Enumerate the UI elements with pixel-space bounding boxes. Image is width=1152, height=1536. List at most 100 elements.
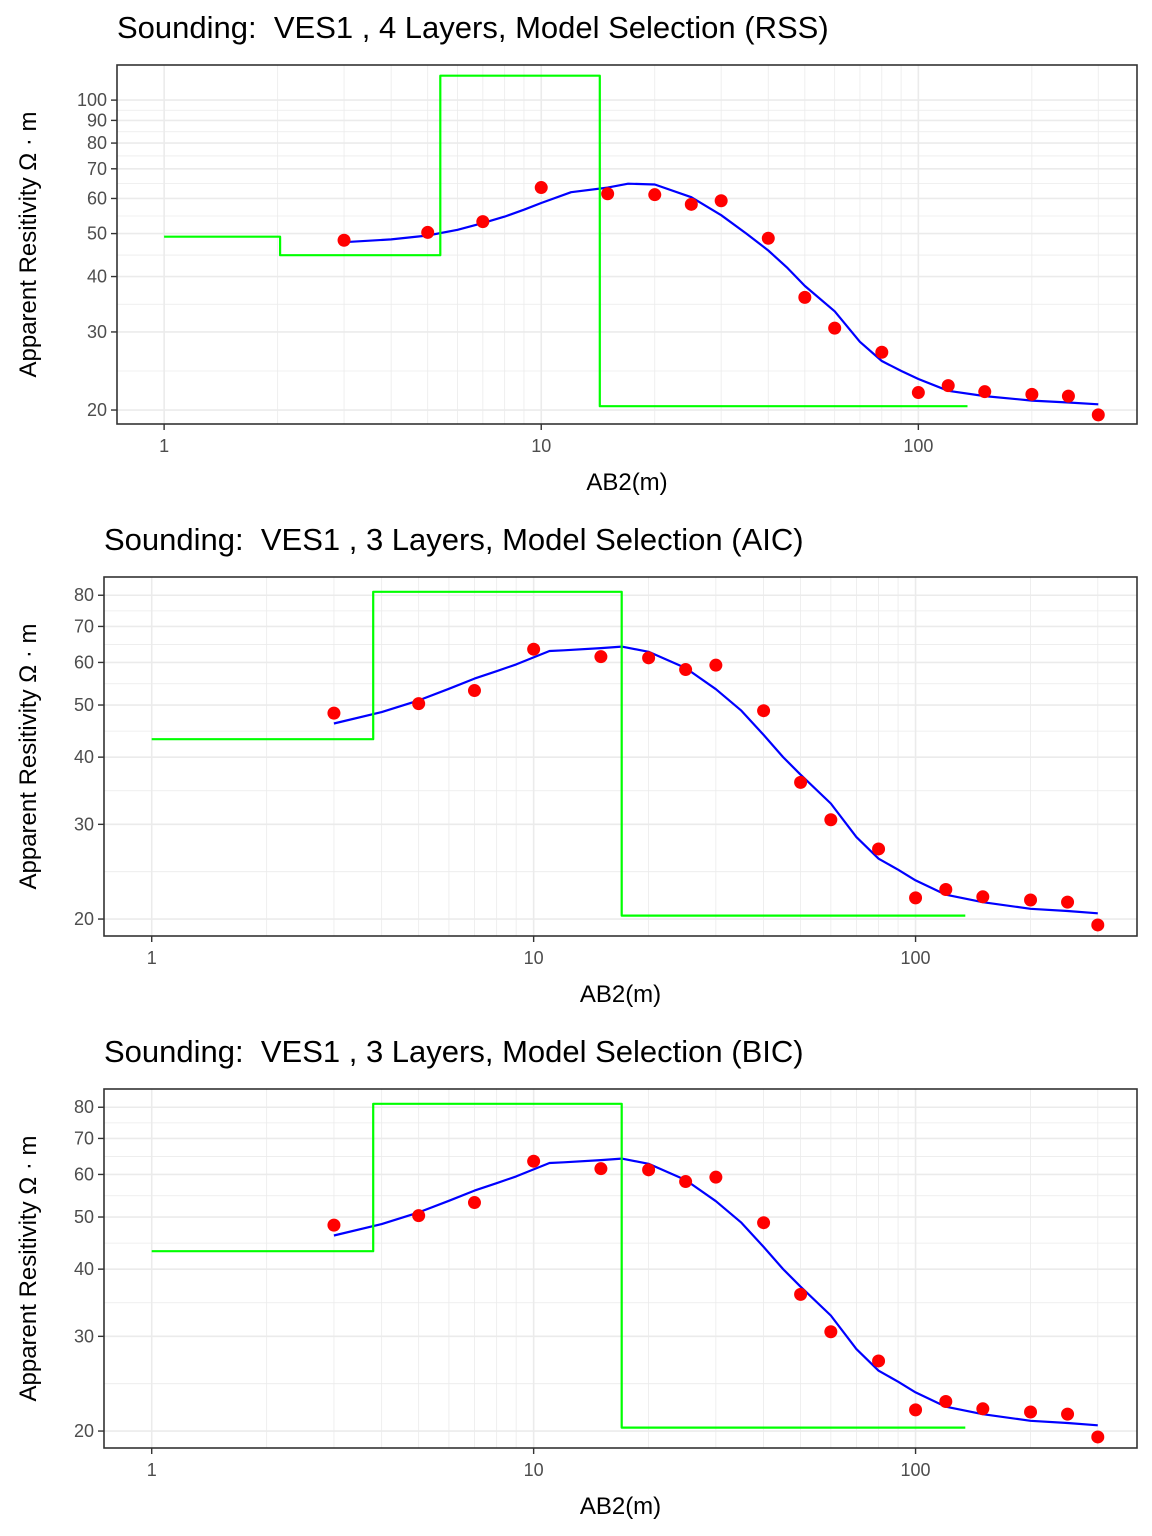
data-point bbox=[527, 642, 541, 656]
y-tick-label: 100 bbox=[77, 90, 107, 110]
data-point bbox=[872, 842, 886, 856]
y-tick-label: 60 bbox=[87, 188, 107, 208]
data-layer bbox=[151, 590, 1105, 932]
data-point bbox=[909, 891, 923, 905]
data-point bbox=[467, 684, 481, 698]
x-tick-label: 1 bbox=[147, 1460, 157, 1480]
y-tick-label: 70 bbox=[74, 1128, 94, 1148]
data-point bbox=[534, 181, 548, 195]
data-point bbox=[684, 197, 698, 211]
x-tick-label: 100 bbox=[901, 948, 931, 968]
y-tick-label: 20 bbox=[87, 400, 107, 420]
data-point bbox=[642, 1163, 656, 1177]
data-point bbox=[939, 882, 953, 896]
x-tick-label: 100 bbox=[901, 1460, 931, 1480]
data-point bbox=[527, 1154, 541, 1168]
data-point bbox=[909, 1403, 923, 1417]
panel-border bbox=[116, 64, 1138, 425]
x-tick-label: 10 bbox=[524, 948, 544, 968]
data-point bbox=[601, 187, 615, 201]
data-point bbox=[976, 890, 990, 904]
x-tick-label: 100 bbox=[903, 436, 933, 456]
chart-panel-aic: Sounding: VES1 , 3 Layers, Model Selecti… bbox=[0, 512, 1152, 1024]
y-tick-label: 70 bbox=[74, 616, 94, 636]
data-point bbox=[412, 1209, 426, 1223]
chart-title: Sounding: VES1 , 3 Layers, Model Selecti… bbox=[104, 522, 804, 557]
chart-plot: 20 30 40 50 60 70 80 1 10 100 AB2(m) Apparent Resit… bbox=[15, 1088, 1138, 1520]
data-point bbox=[679, 663, 693, 677]
y-tick-label: 80 bbox=[74, 585, 94, 605]
data-point bbox=[872, 1354, 886, 1368]
data-point bbox=[757, 1216, 771, 1230]
x-axis-label: AB2(m) bbox=[586, 469, 667, 496]
data-point bbox=[798, 290, 812, 304]
x-tick-label: 1 bbox=[147, 948, 157, 968]
x-tick-label: 10 bbox=[531, 436, 551, 456]
y-tick-label: 60 bbox=[74, 652, 94, 672]
y-tick-label: 40 bbox=[87, 267, 107, 287]
data-point bbox=[828, 321, 842, 335]
data-point bbox=[911, 386, 925, 400]
y-tick-label: 90 bbox=[87, 110, 107, 130]
model-layer-line bbox=[151, 590, 966, 917]
x-tick-label: 10 bbox=[524, 1460, 544, 1480]
chart-panel-rss: Sounding: VES1 , 4 Layers, Model Selecti… bbox=[0, 0, 1152, 512]
data-point bbox=[642, 651, 656, 665]
data-point bbox=[1061, 895, 1075, 909]
chart-title: Sounding: VES1 , 3 Layers, Model Selecti… bbox=[104, 1034, 804, 1069]
chart-panel-bic: Sounding: VES1 , 3 Layers, Model Selecti… bbox=[0, 1024, 1152, 1536]
data-point bbox=[978, 385, 992, 399]
data-point bbox=[794, 1287, 808, 1301]
y-tick-label: 40 bbox=[74, 1259, 94, 1279]
fitted-curve-line bbox=[333, 1157, 1098, 1427]
data-point bbox=[648, 188, 662, 202]
data-point bbox=[476, 215, 490, 229]
data-point bbox=[794, 775, 808, 789]
y-tick-label: 30 bbox=[74, 1326, 94, 1346]
data-point bbox=[594, 1162, 608, 1176]
data-layer bbox=[151, 1102, 1105, 1444]
data-point bbox=[709, 658, 723, 672]
x-axis-label: AB2(m) bbox=[580, 981, 661, 1008]
data-point bbox=[594, 650, 608, 664]
fitted-curve-line bbox=[343, 182, 1099, 406]
y-tick-label: 50 bbox=[87, 224, 107, 244]
data-point bbox=[757, 704, 771, 718]
data-point bbox=[709, 1170, 723, 1184]
data-point bbox=[824, 813, 838, 827]
data-point bbox=[875, 345, 889, 359]
data-point bbox=[1061, 1407, 1075, 1421]
data-point bbox=[467, 1196, 481, 1210]
data-point bbox=[1024, 1405, 1038, 1419]
x-axis-label: AB2(m) bbox=[580, 1493, 661, 1520]
y-axis-label: Apparent Resitivity Ω · m bbox=[15, 1135, 42, 1401]
x-tick-label: 1 bbox=[159, 436, 169, 456]
data-point bbox=[327, 1218, 341, 1232]
data-point bbox=[1024, 893, 1038, 907]
data-point bbox=[1091, 918, 1105, 932]
y-tick-label: 80 bbox=[74, 1097, 94, 1117]
y-tick-label: 50 bbox=[74, 1207, 94, 1227]
y-tick-label: 30 bbox=[74, 814, 94, 834]
y-tick-label: 50 bbox=[74, 695, 94, 715]
data-point bbox=[1091, 408, 1105, 422]
data-point bbox=[714, 194, 728, 208]
data-point bbox=[824, 1325, 838, 1339]
y-tick-label: 40 bbox=[74, 747, 94, 767]
chart-title: Sounding: VES1 , 4 Layers, Model Selecti… bbox=[117, 10, 829, 45]
chart-plot: 20 30 40 50 60 70 80 1 10 100 AB2(m) Apparent Resit… bbox=[15, 576, 1138, 1008]
data-point bbox=[1061, 389, 1075, 403]
data-point bbox=[679, 1175, 693, 1189]
y-axis-label: Apparent Resitivity Ω · m bbox=[15, 111, 42, 377]
y-tick-label: 20 bbox=[74, 909, 94, 929]
data-point bbox=[337, 233, 351, 247]
y-tick-label: 20 bbox=[74, 1421, 94, 1441]
data-point bbox=[761, 231, 775, 245]
data-layer bbox=[164, 74, 1105, 422]
fitted-curve-line bbox=[333, 645, 1098, 915]
y-axis-label: Apparent Resitivity Ω · m bbox=[15, 623, 42, 889]
y-tick-label: 30 bbox=[87, 322, 107, 342]
model-layer-line bbox=[164, 74, 968, 408]
data-point bbox=[412, 697, 426, 711]
